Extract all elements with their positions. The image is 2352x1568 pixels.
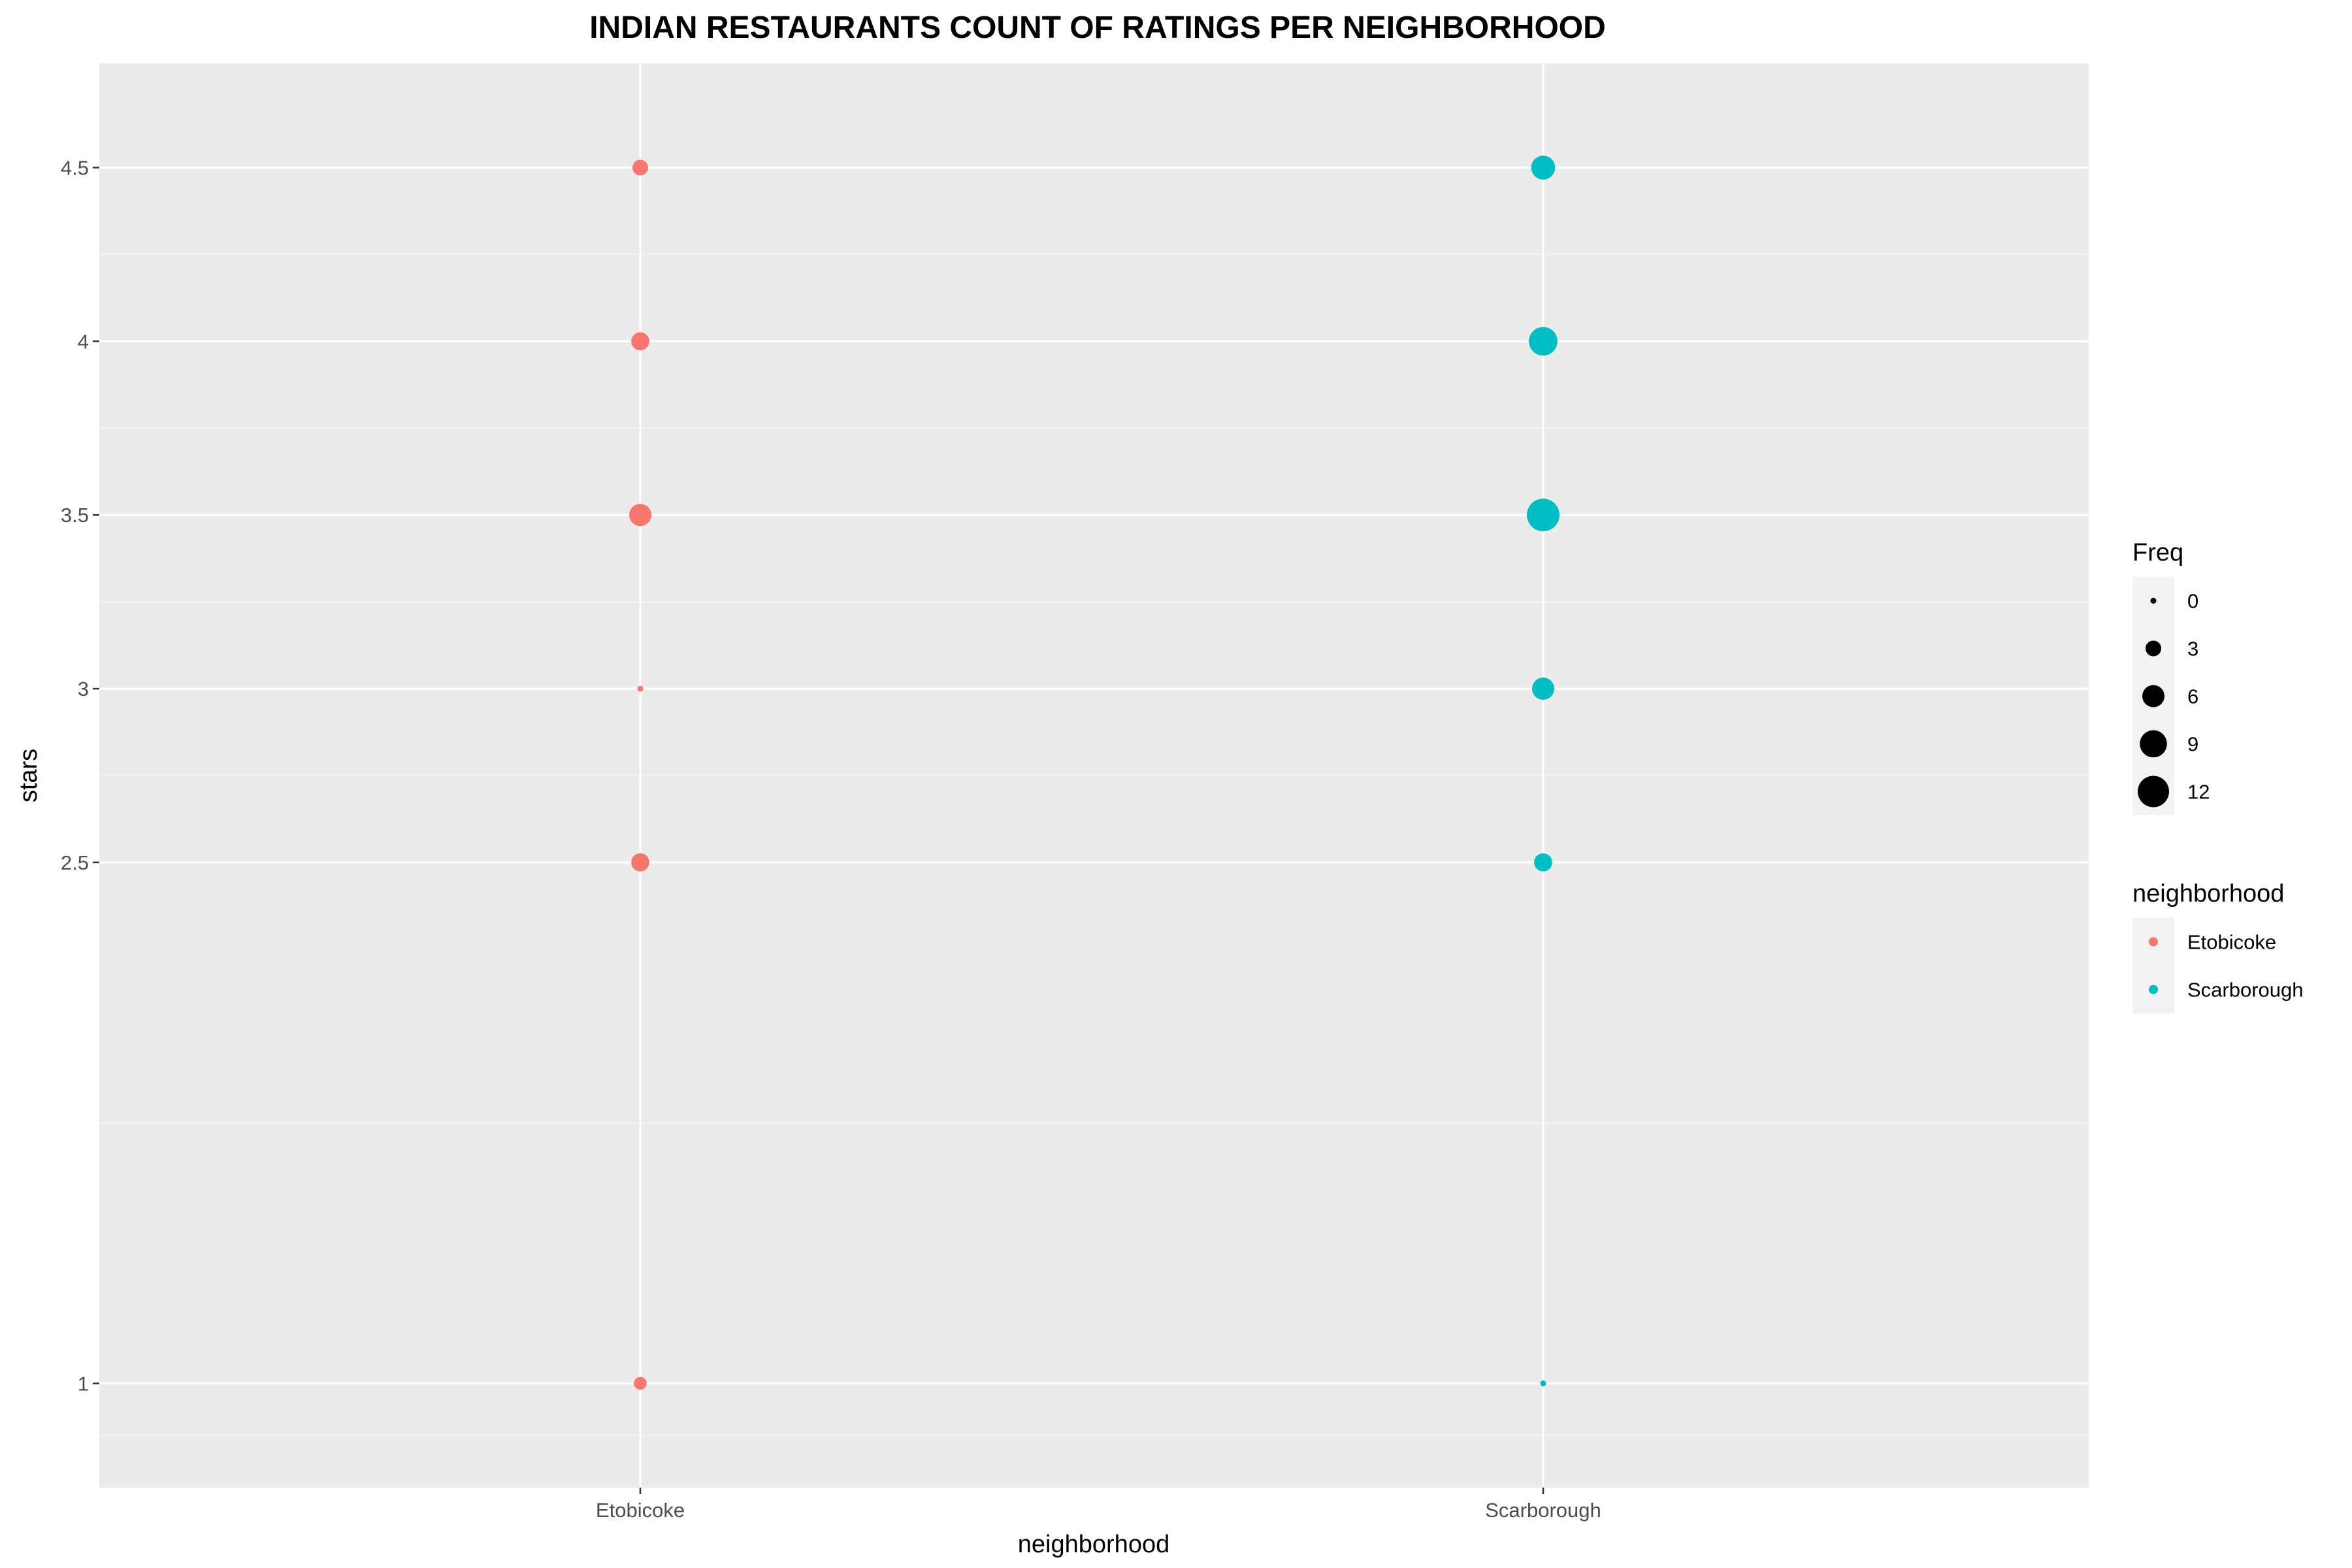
data-point [1531,155,1556,180]
legend: Freq 0 3 6 9 12 neighborhood Etobicoke Scarbo… [2132,539,2304,1013]
size-legend-key [2150,598,2157,604]
y-tick-label: 4 [78,330,89,353]
data-point [1534,853,1552,872]
data-point [637,685,644,692]
minor-gridlines [99,253,2089,1436]
data-point [632,159,648,176]
x-axis-ticks: Etobicoke Scarborough [596,1488,1601,1522]
color-legend-key [2149,937,2158,947]
color-legend-label: Scarborough [2187,979,2304,1002]
data-point [631,853,649,872]
y-tick-label: 1 [78,1372,89,1395]
color-legend-label: Etobicoke [2187,931,2276,954]
y-axis-label: stars [15,749,42,802]
data-point [634,1377,647,1390]
y-tick-label: 4.5 [61,157,89,180]
data-point [1540,1380,1546,1386]
size-legend-label: 12 [2187,781,2210,804]
size-legend-key [2140,730,2167,758]
color-legend-key [2149,985,2158,994]
y-axis-ticks: 1 2.5 3 3.5 4 4.5 [61,157,99,1395]
size-legend-label: 6 [2187,685,2198,708]
x-tick-label: Scarborough [1485,1499,1601,1522]
major-gridlines [99,63,2089,1488]
data-point [629,504,651,527]
size-legend-keys: 0 3 6 9 12 [2132,577,2210,815]
y-tick-label: 3.5 [61,504,89,527]
x-axis-label: neighborhood [1018,1531,1169,1558]
y-tick-label: 2.5 [61,851,89,874]
size-legend-key [2146,640,2161,657]
size-legend-label: 0 [2187,590,2198,613]
legend-title-freq: Freq [2132,539,2183,566]
data-point [1529,327,1558,356]
size-legend-key [2138,776,2169,808]
size-legend-label: 9 [2187,733,2198,756]
data-point [631,332,649,351]
size-legend-label: 3 [2187,638,2198,661]
data-points [629,155,1560,1390]
data-point [1527,498,1560,532]
size-legend-key [2142,685,2164,708]
y-tick-label: 3 [78,678,89,700]
chart-title: INDIAN RESTAURANTS COUNT OF RATINGS PER … [589,10,1606,45]
x-tick-label: Etobicoke [596,1499,685,1522]
legend-title-neighborhood: neighborhood [2132,880,2284,907]
data-point [1532,678,1554,700]
color-legend-keys: Etobicoke Scarborough [2132,918,2304,1013]
